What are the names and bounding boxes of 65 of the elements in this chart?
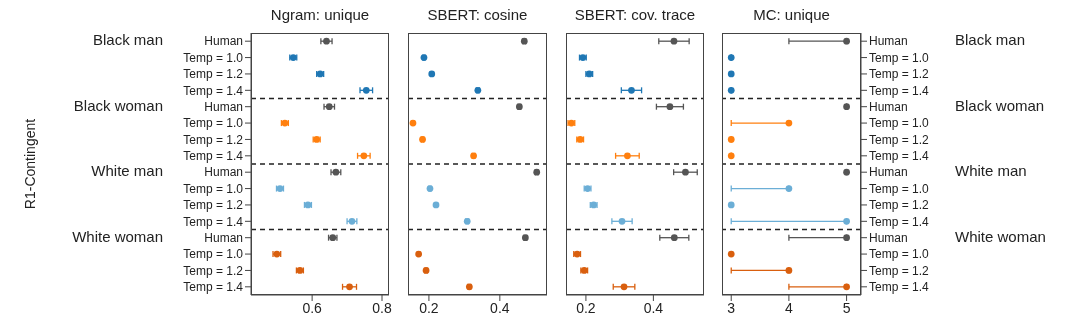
point <box>618 217 626 225</box>
point <box>360 152 368 160</box>
y-tick-label: Temp = 1.2 <box>869 132 930 147</box>
y-tick-label: Temp = 1.2 <box>183 67 244 82</box>
y-tick-label: Temp = 1.2 <box>183 198 244 213</box>
y-tick-label: Temp = 1.4 <box>183 83 244 98</box>
chart-title: SBERT: cov. trace <box>573 6 697 23</box>
y-tick-label: Temp = 1.2 <box>183 263 244 278</box>
y-tick-label: Temp = 1.2 <box>869 67 930 82</box>
x-tick-label: 5 <box>842 299 851 316</box>
text: Black man <box>955 31 1026 49</box>
x-tick-label: 0.6 <box>302 299 323 316</box>
x-tick-label: 0.4 <box>490 299 510 316</box>
y-tick-label: Human <box>204 230 243 245</box>
y-tick-label: Temp = 1.0 <box>183 247 244 262</box>
y-tick-label: Temp = 1.4 <box>183 214 244 229</box>
text: Black woman <box>955 96 1045 114</box>
point <box>624 152 631 160</box>
point <box>670 37 678 45</box>
y-tick-label: Human <box>869 165 908 180</box>
y-axis-title: R1-Contingent <box>22 118 38 210</box>
x-tick-label: 3 <box>727 299 736 316</box>
y-tick-label: Temp = 1.4 <box>869 280 930 295</box>
y-tick-label: Temp = 1.4 <box>869 214 930 229</box>
y-tick-label: Temp = 1.4 <box>183 149 244 164</box>
text: White man <box>91 162 163 180</box>
chart-title: SBERT: cosine <box>426 6 529 23</box>
text: White woman <box>72 227 163 245</box>
point <box>628 86 635 94</box>
point <box>670 234 678 242</box>
y-tick-label: Temp = 1.0 <box>869 50 930 65</box>
y-tick-label: Temp = 1.0 <box>183 181 244 196</box>
chart-title: Ngram: unique <box>269 6 371 23</box>
y-tick-label: Temp = 1.4 <box>183 280 244 295</box>
y-tick-label: Temp = 1.0 <box>869 247 930 262</box>
y-tick-label: Human <box>204 165 243 180</box>
point <box>620 283 628 291</box>
x-tick-label: 0.8 <box>372 299 392 316</box>
y-tick-label: Temp = 1.2 <box>869 198 930 213</box>
y-tick-label: Temp = 1.0 <box>183 116 244 131</box>
x-tick-label: 0.2 <box>419 299 439 316</box>
x-tick-label: 0.2 <box>576 299 596 316</box>
text: Black man <box>92 31 163 49</box>
y-tick-label: Human <box>204 99 243 114</box>
x-tick-label: 0.4 <box>643 299 664 316</box>
y-tick-label: Temp = 1.0 <box>869 181 930 196</box>
point <box>346 283 353 291</box>
chart-title: MC: unique <box>752 6 831 23</box>
y-tick-label: Temp = 1.2 <box>183 132 244 147</box>
text: White woman <box>955 227 1046 245</box>
y-tick-label: Temp = 1.2 <box>869 263 930 278</box>
y-tick-label: Temp = 1.0 <box>183 50 244 65</box>
point <box>682 168 689 176</box>
y-tick-label: Human <box>869 230 908 245</box>
y-tick-label: Human <box>869 99 908 114</box>
text: White man <box>955 162 1027 180</box>
point <box>666 103 674 111</box>
text: Black woman <box>73 96 163 114</box>
y-tick-label: Human <box>204 34 243 49</box>
y-tick-label: Temp = 1.4 <box>869 149 930 164</box>
y-tick-label: Temp = 1.4 <box>869 83 930 98</box>
y-tick-label: Temp = 1.0 <box>869 116 930 131</box>
point <box>362 86 370 94</box>
x-tick-label: 4 <box>785 299 794 316</box>
y-tick-label: Human <box>869 34 908 49</box>
